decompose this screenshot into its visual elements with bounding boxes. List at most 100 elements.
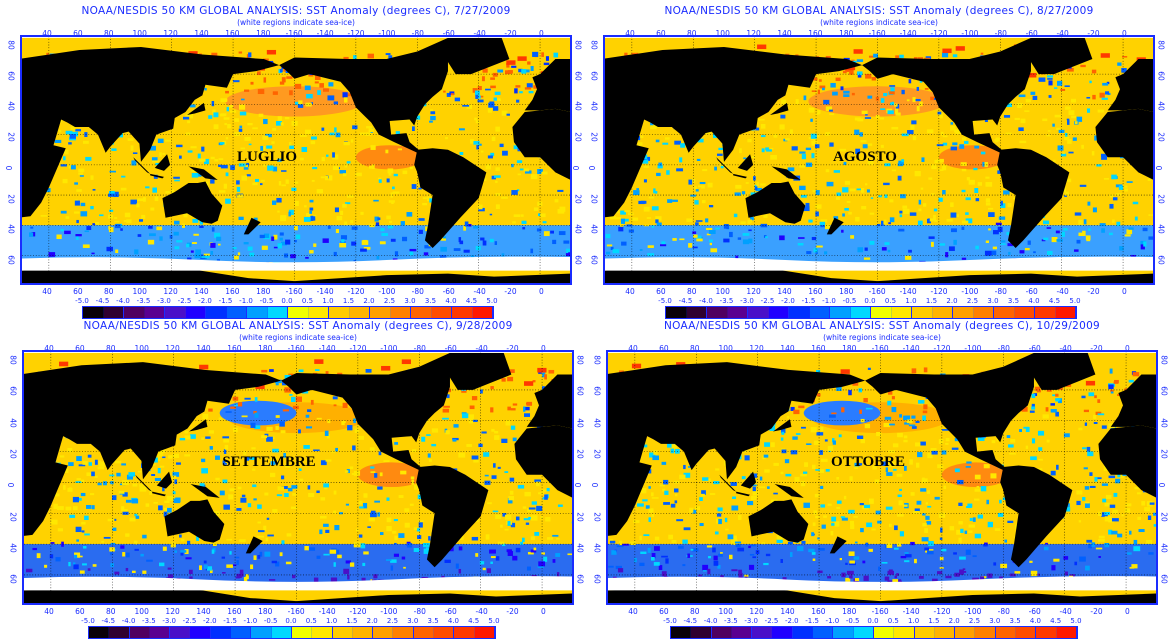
lat-tick-label: 20 bbox=[589, 193, 599, 204]
colorbar-swatch bbox=[312, 627, 333, 638]
lon-tick-label: 180 bbox=[256, 287, 271, 296]
lon-tick-label: -120 bbox=[347, 287, 365, 296]
colorbar-tick-label: -2.0 bbox=[784, 617, 799, 625]
lon-tick-label: 160 bbox=[808, 287, 823, 296]
continent-landmass bbox=[440, 37, 510, 75]
colorbar-labels: -5.0 -4.5 -4.0 -3.5 -3.0 -2.5 -2.0 -1.5 -1.0 -0.5… bbox=[75, 297, 497, 305]
lon-tick-label: -100 bbox=[380, 607, 398, 616]
lat-tick-label: 0 bbox=[3, 165, 13, 171]
arctic-sea-ice bbox=[24, 352, 572, 353]
colorbar-tick-label: -0.5 bbox=[845, 617, 860, 625]
colorbar-tick-label: 4.0 bbox=[1029, 617, 1041, 625]
lon-tick-label: 40 bbox=[625, 29, 635, 38]
lon-tick-label: 100 bbox=[134, 607, 149, 616]
colorbar-swatch bbox=[853, 627, 874, 638]
continent-landmass bbox=[22, 46, 280, 218]
lon-tick-label: -100 bbox=[964, 607, 982, 616]
continent-landmass bbox=[416, 465, 489, 568]
colorbar-swatch bbox=[772, 627, 793, 638]
lon-tick-label: -100 bbox=[378, 29, 396, 38]
lon-ticks-top: 40 60 80 100 120 140 160 180 -160 -140 -120 -100 -80… bbox=[22, 344, 574, 354]
colorbar-tick-label: -4.0 bbox=[703, 617, 718, 625]
continent-landmass bbox=[748, 499, 809, 543]
colorbar-tick-label: -1.5 bbox=[223, 617, 237, 625]
sea-ice bbox=[608, 576, 1156, 591]
lon-tick-label: 40 bbox=[625, 287, 635, 296]
lat-tick-label: 60 bbox=[573, 255, 583, 265]
colorbar-tick-label: 0.0 bbox=[864, 297, 876, 305]
colorbar-swatch bbox=[431, 307, 452, 318]
colorbar-swatch bbox=[914, 627, 935, 638]
lat-tick-label: 20 bbox=[1159, 449, 1169, 459]
lon-tick-label: -160 bbox=[868, 29, 886, 38]
colorbar-swatch bbox=[1055, 307, 1076, 318]
lon-tick-label: -140 bbox=[318, 344, 336, 353]
lon-tick-label: 160 bbox=[225, 287, 240, 296]
lon-tick-label: 40 bbox=[628, 344, 638, 353]
colorbar-tick-label: 0.5 bbox=[887, 617, 899, 625]
map-canvas bbox=[605, 37, 1153, 283]
colorbar-tick-label: -5.0 bbox=[81, 617, 95, 625]
lon-tick-label: -120 bbox=[930, 287, 948, 296]
lat-tick-label: 60 bbox=[573, 70, 583, 81]
lon-tick-label: 120 bbox=[163, 29, 178, 38]
el-nino-anomaly bbox=[938, 145, 1007, 170]
lat-tick-label: 60 bbox=[592, 386, 602, 397]
continent-landmass bbox=[1110, 374, 1156, 429]
lat-tick-label: 40 bbox=[573, 101, 583, 112]
lon-tick-label: 0 bbox=[1125, 607, 1130, 616]
lat-tick-label: 60 bbox=[1159, 386, 1169, 397]
sea-ice bbox=[22, 256, 570, 271]
lon-ticks-bottom: 40 60 80 100 120 140 160 180 -160 -140 -120 -100 -80… bbox=[606, 607, 1158, 617]
continent-landmass bbox=[189, 419, 208, 432]
colorbar-swatch bbox=[210, 627, 232, 638]
continent-landmass bbox=[187, 102, 206, 115]
continent-landmass bbox=[865, 352, 1034, 471]
lon-tick-label: 80 bbox=[106, 344, 116, 353]
colorbar-swatch bbox=[411, 307, 432, 318]
lon-tick-label: -80 bbox=[411, 287, 424, 296]
colorbar-tick-label: -2.5 bbox=[177, 297, 192, 305]
colorbar-swatch bbox=[686, 307, 707, 318]
lon-tick-label: -120 bbox=[930, 29, 948, 38]
lat-tick-label: 0 bbox=[570, 165, 580, 171]
lon-tick-label: 160 bbox=[811, 607, 826, 616]
continent-landmass bbox=[156, 471, 173, 489]
colorbar-swatch bbox=[932, 307, 953, 318]
colorbar-swatch bbox=[251, 627, 272, 638]
lon-tick-label: 120 bbox=[165, 607, 180, 616]
lon-tick-label: -60 bbox=[442, 29, 455, 38]
colorbar-labels: -5.0 -4.5 -4.0 -3.5 -3.0 -2.5 -2.0 -1.5 -1.0 -0.5… bbox=[658, 297, 1080, 305]
colorbar-swatch bbox=[83, 307, 104, 318]
colorbar-tick-label: 3.5 bbox=[427, 617, 439, 625]
colorbar bbox=[665, 306, 1077, 319]
colorbar-tick-label: 2.0 bbox=[363, 297, 375, 305]
colorbar-tick-label: 1.5 bbox=[928, 617, 940, 625]
continent-landmass bbox=[771, 166, 801, 180]
lat-tick-label: 60 bbox=[1156, 255, 1166, 265]
lon-tick-label: -80 bbox=[994, 287, 1007, 296]
lon-tick-label: -140 bbox=[902, 344, 920, 353]
lon-tick-label: -60 bbox=[1028, 344, 1041, 353]
continent-landmass bbox=[1098, 425, 1156, 498]
lon-tick-label: -140 bbox=[902, 607, 920, 616]
lon-tick-label: -20 bbox=[506, 607, 519, 616]
lat-tick-label: 40 bbox=[1159, 543, 1169, 553]
colorbar-tick-label: -3.5 bbox=[136, 297, 151, 305]
colorbar-swatch bbox=[1056, 627, 1077, 638]
colorbar-tick-label: 0.0 bbox=[285, 617, 297, 625]
colorbar-swatch bbox=[833, 627, 854, 638]
lon-tick-label: 0 bbox=[1125, 344, 1130, 353]
lon-tick-label: 60 bbox=[73, 287, 83, 296]
lon-tick-label: 0 bbox=[541, 344, 546, 353]
lon-tick-label: -80 bbox=[997, 607, 1010, 616]
colorbar-tick-label: 3.0 bbox=[989, 617, 1001, 625]
colorbar-tick-label: 4.0 bbox=[445, 297, 457, 305]
colorbar-tick-label: -0.5 bbox=[263, 617, 278, 625]
colorbar-swatch bbox=[247, 307, 268, 318]
colorbar-swatch bbox=[291, 627, 313, 638]
colorbar-swatch bbox=[231, 627, 252, 638]
lon-tick-label: 100 bbox=[718, 607, 733, 616]
lon-tick-label: 100 bbox=[718, 344, 733, 353]
lon-tick-label: 40 bbox=[42, 29, 52, 38]
